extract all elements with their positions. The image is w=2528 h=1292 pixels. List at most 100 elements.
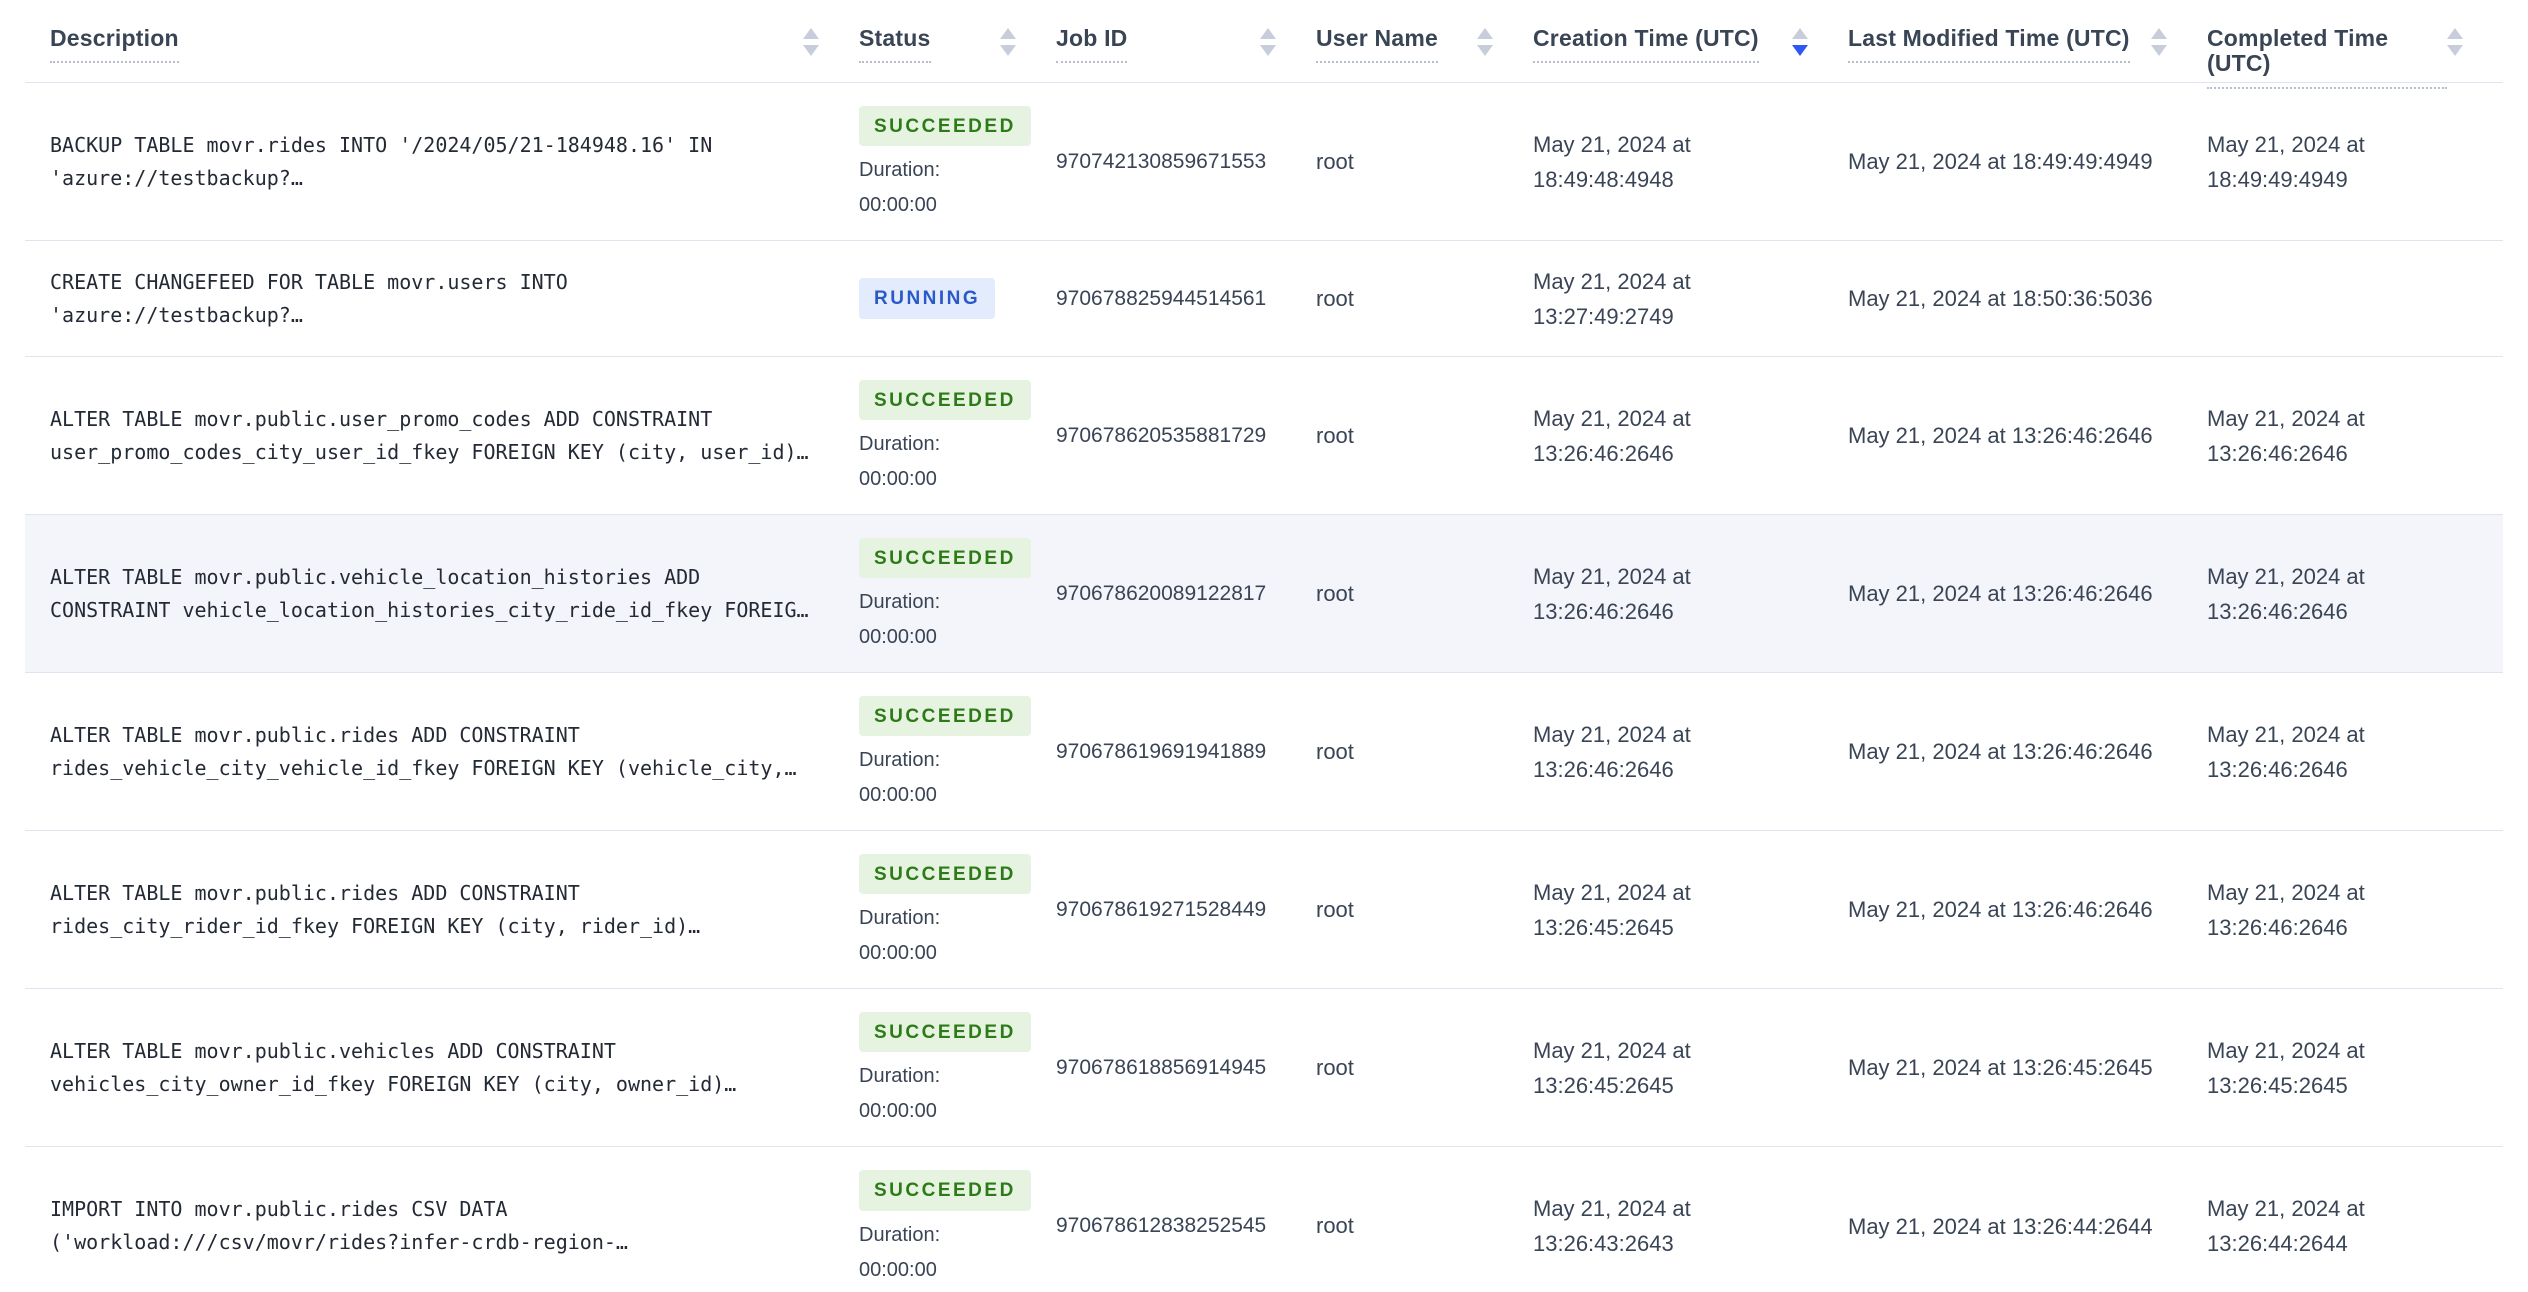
column-label: User Name [1316,25,1438,64]
duration-value: 00:00:00 [859,1258,937,1281]
user-name: root [1316,422,1354,448]
job-description-link[interactable]: ALTER TABLE movr.public.rides ADD CONSTR… [50,880,701,938]
completed-time: May 21, 2024 at 18:49:49:4949 [2207,131,2365,192]
duration-value: 00:00:00 [859,468,937,491]
column-label: Creation Time (UTC) [1533,25,1759,64]
last-modified-time: May 21, 2024 at 13:26:46:2646 [1848,581,2153,606]
sort-icon[interactable] [1260,28,1276,56]
completed-time: May 21, 2024 at 13:26:44:2644 [2207,1196,2365,1256]
creation-time: May 21, 2024 at 18:49:48:4948 [1533,131,1691,192]
user-name: root [1316,1054,1354,1080]
last-modified-time: May 21, 2024 at 13:26:46:2646 [1848,739,2153,764]
jobs-table: Description Status Job ID User Name Crea… [25,0,2503,1292]
job-id: 970678619271528449 [1056,897,1267,921]
user-name: root [1316,148,1354,174]
sort-icon[interactable] [803,28,819,56]
table-row[interactable]: BACKUP TABLE movr.rides INTO '/2024/05/2… [25,83,2503,241]
job-id: 970678825944514561 [1056,286,1267,310]
column-header-description[interactable]: Description [25,0,859,89]
job-id: 970742130859671553 [1056,149,1267,173]
duration-label: Duration: [859,749,941,772]
job-description-link[interactable]: CREATE CHANGEFEED FOR TABLE movr.users I… [50,269,568,327]
status-cell: SUCCEEDED Duration: 00:00:00 [859,379,1056,492]
completed-time: May 21, 2024 at 13:26:46:2646 [2207,879,2365,940]
table-row[interactable]: ALTER TABLE movr.public.user_promo_codes… [25,357,2503,515]
status-cell: RUNNING [859,278,1056,319]
duration-label: Duration: [859,591,941,614]
status-badge: SUCCEEDED [859,537,1031,579]
job-description-link[interactable]: ALTER TABLE movr.public.rides ADD CONSTR… [50,722,797,780]
sort-icon[interactable] [1477,28,1493,56]
table-row-highlighted[interactable]: ALTER TABLE movr.public.vehicle_location… [25,515,2503,673]
duration-label: Duration: [859,1223,941,1246]
user-name: root [1316,580,1354,606]
column-label: Completed Time (UTC) [2207,25,2447,89]
duration-value: 00:00:00 [859,1100,937,1123]
last-modified-time: May 21, 2024 at 13:26:45:2645 [1848,1055,2153,1080]
column-header-completed-time[interactable]: Completed Time (UTC) [2207,0,2503,89]
status-badge: SUCCEEDED [859,1170,1031,1211]
job-id: 970678618856914945 [1056,1055,1267,1079]
table-row[interactable]: ALTER TABLE movr.public.vehicles ADD CON… [25,989,2503,1147]
completed-time: May 21, 2024 at 13:26:46:2646 [2207,405,2365,466]
creation-time: May 21, 2024 at 13:26:43:2643 [1533,1196,1691,1256]
status-cell: SUCCEEDED Duration: 00:00:00 [859,1011,1056,1124]
user-name: root [1316,1213,1354,1238]
column-header-creation-time[interactable]: Creation Time (UTC) [1533,0,1848,89]
creation-time: May 21, 2024 at 13:26:46:2646 [1533,405,1691,466]
duration-value: 00:00:00 [859,626,937,649]
completed-time: May 21, 2024 at 13:26:46:2646 [2207,563,2365,624]
last-modified-time: May 21, 2024 at 18:50:36:5036 [1848,286,2153,311]
last-modified-time: May 21, 2024 at 13:26:44:2644 [1848,1213,2153,1239]
duration-value: 00:00:00 [859,194,937,217]
completed-time: May 21, 2024 at 13:26:45:2645 [2207,1037,2365,1098]
last-modified-time: May 21, 2024 at 13:26:46:2646 [1848,423,2153,448]
status-cell: SUCCEEDED Duration: 00:00:00 [859,853,1056,966]
table-row[interactable]: ALTER TABLE movr.public.rides ADD CONSTR… [25,673,2503,831]
column-label: Status [859,25,931,64]
completed-time [2207,281,2503,316]
table-header: Description Status Job ID User Name Crea… [25,0,2503,89]
duration-value: 00:00:00 [859,784,937,807]
job-id: 970678612838252545 [1056,1214,1267,1237]
job-id: 970678620535881729 [1056,423,1267,447]
status-badge: SUCCEEDED [859,1011,1031,1053]
user-name: root [1316,896,1354,922]
creation-time: May 21, 2024 at 13:27:49:2749 [1533,268,1691,329]
sort-icon[interactable] [2447,28,2463,56]
last-modified-time: May 21, 2024 at 13:26:46:2646 [1848,897,2153,922]
job-description-link[interactable]: ALTER TABLE movr.public.vehicle_location… [50,564,809,622]
status-badge: SUCCEEDED [859,695,1031,737]
table-row[interactable]: CREATE CHANGEFEED FOR TABLE movr.users I… [25,241,2503,357]
creation-time: May 21, 2024 at 13:26:45:2645 [1533,1037,1691,1098]
duration-label: Duration: [859,433,941,456]
column-label: Last Modified Time (UTC) [1848,25,2130,64]
status-cell: SUCCEEDED Duration: 00:00:00 [859,1170,1056,1282]
user-name: root [1316,738,1354,764]
user-name: root [1316,285,1354,311]
job-description-link[interactable]: BACKUP TABLE movr.rides INTO '/2024/05/2… [50,132,713,190]
job-description-link[interactable]: ALTER TABLE movr.public.vehicles ADD CON… [50,1038,737,1096]
job-id: 970678619691941889 [1056,739,1267,763]
column-label: Job ID [1056,25,1128,64]
table-row[interactable]: IMPORT INTO movr.public.rides CSV DATA (… [25,1147,2503,1292]
status-badge: RUNNING [859,278,996,319]
sort-icon-active-desc[interactable] [1792,28,1808,56]
table-row[interactable]: ALTER TABLE movr.public.rides ADD CONSTR… [25,831,2503,989]
job-id: 970678620089122817 [1056,581,1267,605]
sort-icon[interactable] [2151,28,2167,56]
column-header-user-name[interactable]: User Name [1316,0,1533,89]
completed-time: May 21, 2024 at 13:26:46:2646 [2207,721,2365,782]
job-description-link[interactable]: ALTER TABLE movr.public.user_promo_codes… [50,406,809,464]
sort-icon[interactable] [1000,28,1016,56]
status-badge: SUCCEEDED [859,853,1031,895]
status-cell: SUCCEEDED Duration: 00:00:00 [859,695,1056,808]
last-modified-time: May 21, 2024 at 18:49:49:4949 [1848,149,2153,174]
job-description-link[interactable]: IMPORT INTO movr.public.rides CSV DATA (… [50,1197,628,1254]
status-badge: SUCCEEDED [859,105,1031,147]
status-badge: SUCCEEDED [859,379,1031,421]
duration-label: Duration: [859,907,941,930]
column-header-job-id[interactable]: Job ID [1056,0,1316,89]
column-header-last-modified-time[interactable]: Last Modified Time (UTC) [1848,0,2207,89]
column-header-status[interactable]: Status [859,0,1056,89]
